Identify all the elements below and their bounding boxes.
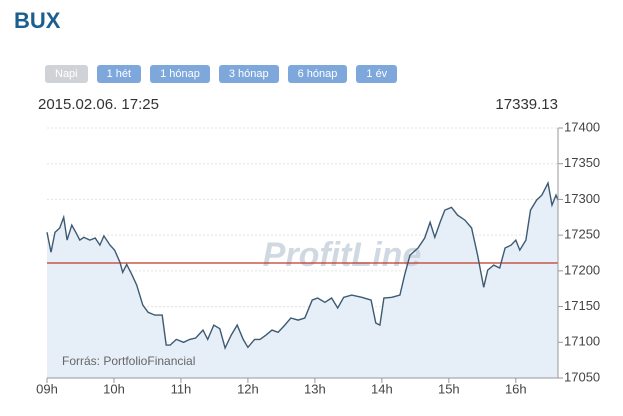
y-tick-label: 17400 — [564, 119, 600, 134]
x-tick-label: 13h — [304, 381, 326, 396]
watermark: ProfitLine — [263, 236, 422, 274]
y-tick-label: 17350 — [564, 155, 600, 170]
area — [47, 183, 558, 378]
range-buttons: Napi 1 hét 1 hónap 3 hónap 6 hónap 1 év — [45, 65, 398, 83]
x-tick-label: 14h — [371, 381, 393, 396]
title: BUX — [14, 8, 61, 33]
range-button[interactable]: 3 hónap — [218, 65, 279, 83]
range-button[interactable]: 1 hónap — [150, 65, 210, 83]
last-value: 17339.13 — [495, 96, 558, 113]
range-button[interactable]: 6 hónap — [287, 65, 348, 83]
y-tick-label: 17200 — [564, 262, 600, 277]
x-tick-label: 15h — [438, 381, 460, 396]
y-tick-label: 17100 — [564, 334, 600, 349]
x-tick-label: 12h — [237, 381, 259, 396]
y-tick-label: 17300 — [564, 191, 600, 206]
x-tick-label: 09h — [36, 381, 58, 396]
price-line — [46, 180, 559, 351]
source: Forrás: PortfolioFinancial — [62, 354, 195, 368]
range-button[interactable]: 1 év — [356, 65, 398, 83]
range-button[interactable]: 1 hét — [96, 65, 142, 83]
timestamp: 2015.02.06. 17:25 — [38, 96, 159, 113]
y-tick-label: 17250 — [564, 227, 600, 242]
x-tick-label: 16h — [505, 381, 527, 396]
x-tick-label: 10h — [103, 381, 125, 396]
x-tick-label: 11h — [171, 381, 192, 396]
y-tick-label: 17150 — [564, 298, 600, 313]
y-tick-label: 17050 — [564, 369, 600, 384]
range-button[interactable]: Napi — [45, 65, 88, 83]
